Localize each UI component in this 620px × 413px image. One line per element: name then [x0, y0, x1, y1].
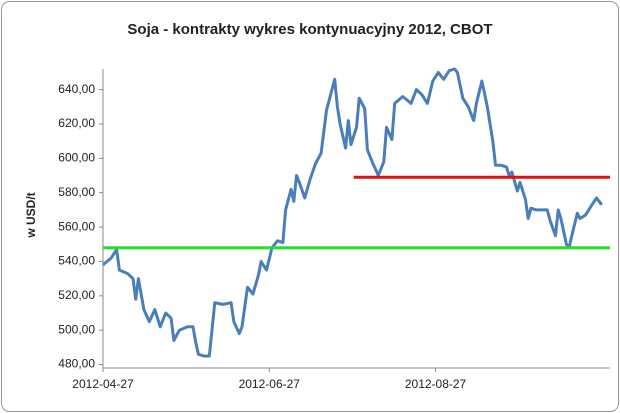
y-axis-label: w USD/t	[24, 192, 38, 238]
x-tick-label: 2012-04-27	[72, 377, 134, 391]
x-tick-label: 2012-08-27	[405, 377, 467, 391]
y-tick-label: 480,00	[58, 357, 95, 371]
y-tick-label: 580,00	[58, 185, 95, 199]
y-tick-label: 520,00	[58, 288, 95, 302]
y-tick-label: 540,00	[58, 254, 95, 268]
x-tick-label: 2012-06-27	[239, 377, 301, 391]
chart-title: Soja - kontrakty wykres kontynuacyjny 20…	[127, 21, 492, 38]
price-line	[102, 67, 603, 358]
y-tick-label: 620,00	[58, 116, 95, 130]
y-tick-label: 600,00	[58, 151, 95, 165]
y-tick-label: 560,00	[58, 219, 95, 233]
y-tick-label: 640,00	[58, 82, 95, 96]
y-tick-label: 500,00	[58, 322, 95, 336]
